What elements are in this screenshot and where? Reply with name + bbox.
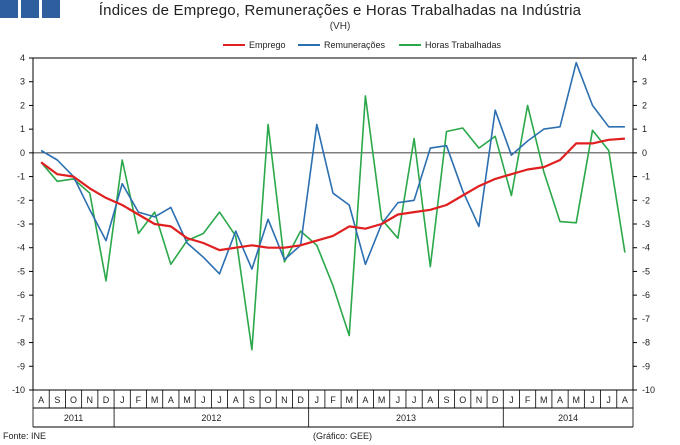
chart-subtitle: (VH) xyxy=(329,21,351,32)
x-tick-label: M xyxy=(540,395,548,405)
chart-title: Índices de Emprego, Remunerações e Horas… xyxy=(98,2,582,19)
x-tick-label: F xyxy=(330,395,336,405)
year-label: 2012 xyxy=(201,413,221,423)
x-tick-label: D xyxy=(297,395,304,405)
x-tick-label: O xyxy=(70,395,77,405)
legend-swatch-remuneracoes xyxy=(298,44,320,46)
year-label: 2011 xyxy=(64,413,83,423)
x-tick-label: J xyxy=(217,395,222,405)
x-tick-label: M xyxy=(378,395,386,405)
x-tick-label: F xyxy=(525,395,531,405)
legend-swatch-emprego xyxy=(223,44,245,46)
y-tick-label-right: -3 xyxy=(642,219,650,229)
x-tick-label: S xyxy=(249,395,255,405)
x-tick-label: J xyxy=(606,395,611,405)
x-tick-label: M xyxy=(183,395,191,405)
x-tick-label: A xyxy=(233,395,239,405)
y-tick-label-right: 0 xyxy=(642,148,647,158)
x-tick-label: J xyxy=(509,395,514,405)
x-tick-label: M xyxy=(151,395,159,405)
y-tick-label-right: -9 xyxy=(642,361,650,371)
x-tick-label: D xyxy=(103,395,110,405)
x-tick-label: J xyxy=(590,395,595,405)
legend-swatch-horas xyxy=(399,44,421,46)
plot-border xyxy=(32,57,634,391)
y-tick-label-left: 3 xyxy=(20,77,25,87)
legend-label-emprego: Emprego xyxy=(249,40,286,50)
y-tick-label-left: 0 xyxy=(20,148,25,158)
x-tick-label: J xyxy=(201,395,206,405)
y-tick-label-left: -1 xyxy=(17,172,25,182)
legend-label-horas: Horas Trabalhadas xyxy=(425,40,502,50)
legend-label-remuneracoes: Remunerações xyxy=(324,40,386,50)
y-tick-label-right: -1 xyxy=(642,172,650,182)
y-tick-label-left: -7 xyxy=(17,314,25,324)
y-tick-label-left: -10 xyxy=(12,385,25,395)
x-tick-label: S xyxy=(444,395,450,405)
y-tick-label-right: 3 xyxy=(642,77,647,87)
y-tick-label-left: 4 xyxy=(20,53,25,63)
legend-item-horas: Horas Trabalhadas xyxy=(399,40,501,50)
x-tick-label: S xyxy=(54,395,60,405)
x-tick-label: O xyxy=(459,395,466,405)
year-label: 2013 xyxy=(396,413,416,423)
x-tick-label: F xyxy=(136,395,142,405)
y-tick-label-left: -2 xyxy=(17,195,25,205)
x-tick-label: J xyxy=(412,395,417,405)
x-tick-label: D xyxy=(492,395,499,405)
x-tick-label: M xyxy=(572,395,580,405)
y-tick-label-left: -8 xyxy=(17,338,25,348)
y-tick-label-right: -5 xyxy=(642,266,650,276)
y-tick-label-right: -4 xyxy=(642,243,650,253)
y-tick-label-right: -6 xyxy=(642,290,650,300)
logo-square-1 xyxy=(0,0,18,18)
series-line-emprego xyxy=(40,137,625,252)
y-tick-label-right: -8 xyxy=(642,338,650,348)
x-tick-label: N xyxy=(281,395,288,405)
legend-item-emprego: Emprego xyxy=(223,40,286,50)
x-tick-label: N xyxy=(87,395,94,405)
logo-square-2 xyxy=(21,0,39,18)
y-tick-label-right: 2 xyxy=(642,100,647,110)
y-tick-label-left: 1 xyxy=(20,124,25,134)
footer-credit: (Gráfico: GEE) xyxy=(313,431,373,441)
y-tick-label-right: -10 xyxy=(642,385,655,395)
x-tick-label: J xyxy=(315,395,320,405)
y-tick-label-right: -7 xyxy=(642,314,650,324)
y-tick-label-left: -3 xyxy=(17,219,25,229)
x-tick-label: A xyxy=(557,395,563,405)
year-label: 2014 xyxy=(558,413,578,423)
y-tick-label-right: 1 xyxy=(642,124,647,134)
y-tick-label-left: -9 xyxy=(17,361,25,371)
footer-source: Fonte: INE xyxy=(3,431,47,441)
x-tick-label: J xyxy=(120,395,125,405)
x-tick-label: A xyxy=(38,395,44,405)
legend-item-remuneracoes: Remunerações xyxy=(298,40,385,50)
x-tick-label: A xyxy=(622,395,628,405)
x-tick-label: O xyxy=(265,395,272,405)
x-tick-label: A xyxy=(168,395,174,405)
series-line-remuneracoes xyxy=(40,61,625,275)
x-tick-label: A xyxy=(427,395,433,405)
y-tick-label-left: -5 xyxy=(17,266,25,276)
legend: Emprego Remunerações Horas Trabalhadas xyxy=(0,40,680,54)
y-tick-label-right: 4 xyxy=(642,53,647,63)
y-tick-label-left: 2 xyxy=(20,100,25,110)
x-tick-label: M xyxy=(345,395,353,405)
x-tick-label: N xyxy=(476,395,483,405)
logo-square-3 xyxy=(42,0,60,18)
series-line-horas-trabalhadas xyxy=(40,95,626,351)
x-tick-label: A xyxy=(362,395,368,405)
x-tick-label: J xyxy=(396,395,401,405)
y-tick-label-left: -4 xyxy=(17,243,25,253)
y-tick-label-left: -6 xyxy=(17,290,25,300)
y-tick-label-right: -2 xyxy=(642,195,650,205)
